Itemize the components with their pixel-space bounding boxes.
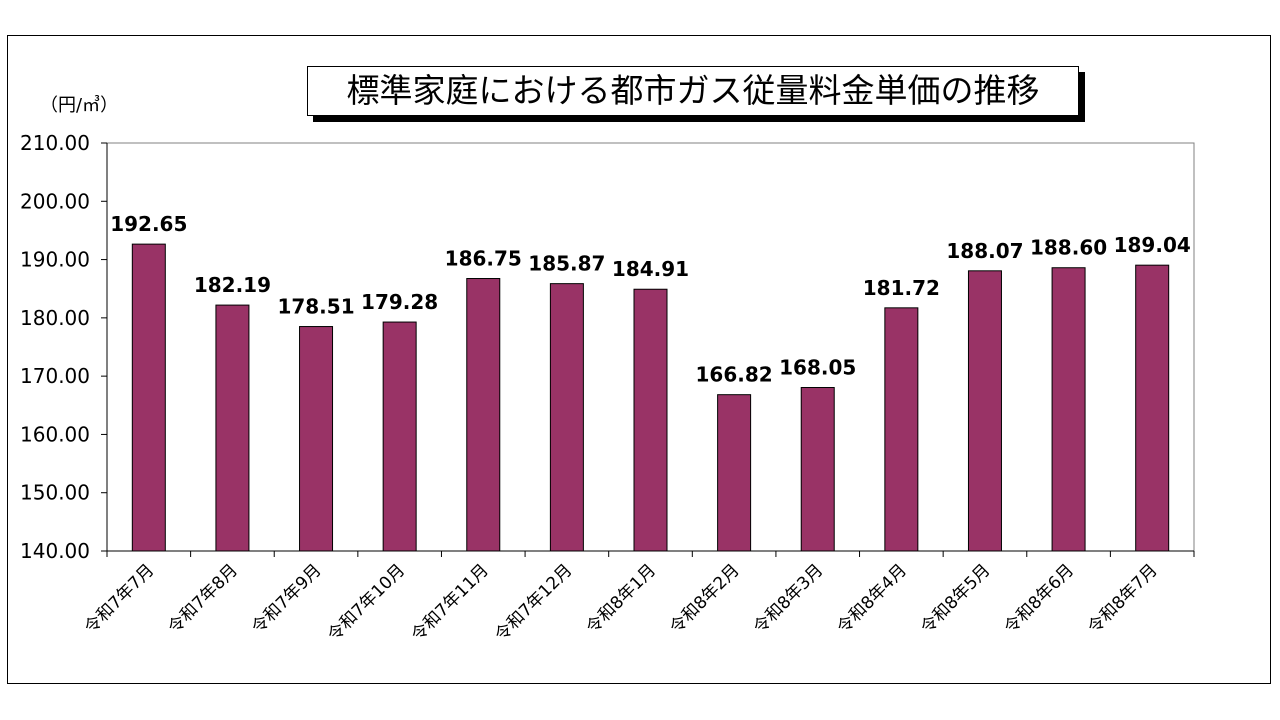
x-tick-label: 令和7年7月: [81, 560, 159, 638]
x-tick-label: 令和7年12月: [491, 560, 576, 645]
x-tick-label: 令和8年5月: [917, 560, 995, 638]
chart-title: 標準家庭における都市ガス従量料金単価の推移: [307, 66, 1079, 116]
x-tick-label: 令和7年9月: [248, 560, 326, 638]
bar-value-label: 186.75: [445, 247, 522, 271]
x-axis-ticks: 令和7年7月 令和7年8月 令和7年9月令和7年10月令和7年11月令和7年12月令…: [81, 551, 1195, 646]
bar-value-label: 181.72: [863, 276, 940, 300]
x-tick-label: 令和7年8月: [164, 560, 242, 638]
bar: [299, 326, 334, 552]
bar: [131, 243, 166, 552]
bar-value-label: 184.91: [612, 257, 689, 281]
y-tick-label: 150.00: [20, 481, 90, 505]
bar: [215, 304, 250, 552]
bar: [800, 387, 835, 552]
bar-value-label: 189.04: [1114, 233, 1191, 257]
bar: [884, 307, 919, 552]
bar-value-label: 166.82: [696, 363, 773, 387]
bar: [466, 278, 501, 552]
bar: [1135, 264, 1170, 552]
y-tick-label: 160.00: [20, 422, 90, 446]
bar-value-label: 185.87: [528, 252, 605, 276]
y-tick-label: 210.00: [20, 131, 90, 155]
bar-value-label: 168.05: [779, 356, 856, 380]
bar: [1051, 267, 1086, 552]
bar-value-label: 182.19: [194, 273, 271, 297]
x-tick-label: 令和8年3月: [750, 560, 828, 638]
bar: [549, 283, 584, 552]
x-tick-label: 令和8年6月: [1001, 560, 1079, 638]
y-tick-label: 200.00: [20, 189, 90, 213]
x-tick-label: 令和8年1月: [583, 560, 661, 638]
bar-series: [131, 243, 1170, 552]
y-tick-label: 180.00: [20, 306, 90, 330]
bar: [967, 270, 1002, 552]
x-tick-label: 令和8年4月: [833, 560, 911, 638]
bar: [717, 394, 752, 552]
y-axis-ticks: 140.00 150.00 160.00 170.00 180.00 190.00 200.…: [20, 131, 107, 563]
bar: [382, 321, 417, 552]
y-axis-unit-label: （円/㎥）: [40, 95, 119, 116]
x-tick-label: 令和8年7月: [1084, 560, 1162, 638]
bar-value-label: 192.65: [110, 212, 187, 236]
bar-value-label: 178.51: [277, 295, 354, 319]
x-tick-label: 令和7年11月: [408, 560, 493, 645]
x-tick-label: 令和8年2月: [666, 560, 744, 638]
y-tick-label: 190.00: [20, 248, 90, 272]
x-tick-label: 令和7年10月: [324, 560, 409, 645]
y-tick-label: 170.00: [20, 364, 90, 388]
bar: [633, 288, 668, 552]
bar-value-label: 188.60: [1030, 236, 1107, 260]
bar-value-label: 179.28: [361, 290, 438, 314]
bar-value-label: 188.07: [946, 239, 1023, 263]
y-tick-label: 140.00: [20, 539, 90, 563]
chart-frame: [7, 35, 1271, 684]
